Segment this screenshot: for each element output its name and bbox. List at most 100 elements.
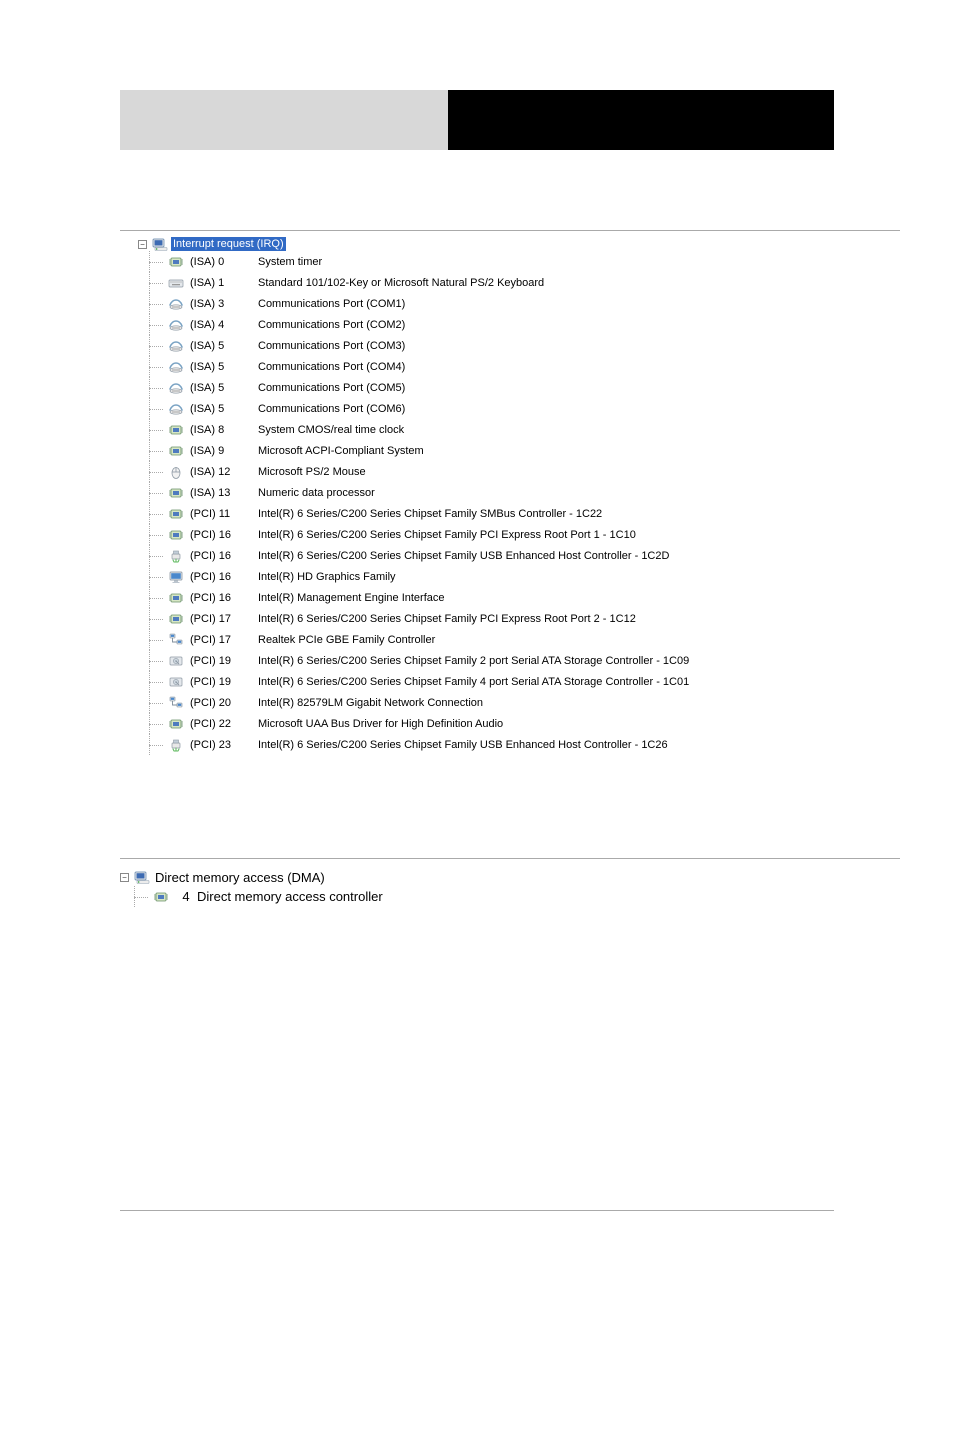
device-name: Communications Port (COM1) [258,298,405,310]
device-row[interactable]: (ISA) 1Standard 101/102-Key or Microsoft… [168,272,900,293]
irq-number: (ISA) 3 [190,298,258,310]
irq-tree-section: − Interrupt request (IRQ) (ISA) 0System … [120,230,900,755]
mouse-icon [168,464,184,480]
irq-number: (PCI) 16 [190,550,258,562]
irq-number: (PCI) 23 [190,739,258,751]
network-icon [168,632,184,648]
collapse-icon[interactable]: − [120,873,129,882]
irq-children: (ISA) 0System timer (ISA) 1Standard 101/… [168,251,900,755]
irq-number: 4 [175,889,197,904]
device-row[interactable]: (ISA) 5Communications Port (COM3) [168,335,900,356]
device-name: Standard 101/102-Key or Microsoft Natura… [258,277,544,289]
computer-icon [134,871,150,884]
chip-icon [168,254,184,270]
device-row[interactable]: (PCI) 23Intel(R) 6 Series/C200 Series Ch… [168,734,900,755]
irq-number: (ISA) 4 [190,319,258,331]
irq-number: (PCI) 19 [190,655,258,667]
irq-number: (PCI) 17 [190,613,258,625]
device-row[interactable]: (PCI) 17Intel(R) 6 Series/C200 Series Ch… [168,608,900,629]
device-row[interactable]: 4Direct memory access controller [153,886,900,907]
chip-icon [168,716,184,732]
device-row[interactable]: (ISA) 5Communications Port (COM6) [168,398,900,419]
network-icon [168,695,184,711]
device-name: System timer [258,256,322,268]
keyboard-icon [168,275,184,291]
port-icon [168,338,184,354]
device-row[interactable]: (PCI) 22Microsoft UAA Bus Driver for Hig… [168,713,900,734]
chip-icon [168,611,184,627]
device-name: Intel(R) 6 Series/C200 Series Chipset Fa… [258,550,669,562]
irq-number: (PCI) 16 [190,529,258,541]
device-row[interactable]: (ISA) 4Communications Port (COM2) [168,314,900,335]
device-row[interactable]: (PCI) 17Realtek PCIe GBE Family Controll… [168,629,900,650]
port-icon [168,359,184,375]
collapse-icon[interactable]: − [138,240,147,249]
chip-icon [168,443,184,459]
device-name: Communications Port (COM5) [258,382,405,394]
device-name: Intel(R) 6 Series/C200 Series Chipset Fa… [258,739,668,751]
device-name: Microsoft ACPI-Compliant System [258,445,424,457]
port-icon [168,296,184,312]
irq-number: (ISA) 5 [190,403,258,415]
device-name: Intel(R) 82579LM Gigabit Network Connect… [258,697,483,709]
irq-number: (ISA) 1 [190,277,258,289]
device-name: Intel(R) HD Graphics Family [258,571,396,583]
device-row[interactable]: (ISA) 9Microsoft ACPI-Compliant System [168,440,900,461]
device-name: System CMOS/real time clock [258,424,404,436]
irq-number: (ISA) 8 [190,424,258,436]
device-row[interactable]: (PCI) 16Intel(R) HD Graphics Family [168,566,900,587]
irq-root-label: Interrupt request (IRQ) [171,237,286,251]
chip-icon [168,485,184,501]
dma-root-label: Direct memory access (DMA) [153,869,327,886]
device-row[interactable]: (ISA) 12Microsoft PS/2 Mouse [168,461,900,482]
irq-number: (ISA) 12 [190,466,258,478]
storage-icon [168,674,184,690]
device-name: Microsoft PS/2 Mouse [258,466,366,478]
device-row[interactable]: (PCI) 19Intel(R) 6 Series/C200 Series Ch… [168,650,900,671]
device-row[interactable]: (ISA) 0System timer [168,251,900,272]
device-name: Communications Port (COM3) [258,340,405,352]
device-row[interactable]: (PCI) 11Intel(R) 6 Series/C200 Series Ch… [168,503,900,524]
device-name: Intel(R) Management Engine Interface [258,592,445,604]
footer-divider [120,1210,834,1211]
dma-root-node[interactable]: − Direct memory access (DMA) [120,869,900,886]
irq-number: (PCI) 11 [190,508,258,520]
header-right-block [448,90,834,150]
device-row[interactable]: (ISA) 8System CMOS/real time clock [168,419,900,440]
irq-number: (ISA) 5 [190,340,258,352]
device-row[interactable]: (ISA) 5Communications Port (COM5) [168,377,900,398]
irq-number: (PCI) 22 [190,718,258,730]
device-row[interactable]: (PCI) 16Intel(R) 6 Series/C200 Series Ch… [168,545,900,566]
device-row[interactable]: (PCI) 16Intel(R) Management Engine Inter… [168,587,900,608]
dma-tree-section: − Direct memory access (DMA) 4Direct mem… [120,858,900,907]
page-header [120,90,834,150]
device-name: Communications Port (COM6) [258,403,405,415]
irq-root-node[interactable]: − Interrupt request (IRQ) [138,237,900,251]
device-name: Numeric data processor [258,487,375,499]
device-name: Realtek PCIe GBE Family Controller [258,634,435,646]
irq-number: (ISA) 5 [190,361,258,373]
device-row[interactable]: (ISA) 3Communications Port (COM1) [168,293,900,314]
device-row[interactable]: (PCI) 16Intel(R) 6 Series/C200 Series Ch… [168,524,900,545]
dma-children: 4Direct memory access controller [153,886,900,907]
irq-number: (PCI) 19 [190,676,258,688]
device-row[interactable]: (PCI) 20Intel(R) 82579LM Gigabit Network… [168,692,900,713]
port-icon [168,401,184,417]
device-name: Intel(R) 6 Series/C200 Series Chipset Fa… [258,529,636,541]
device-name: Intel(R) 6 Series/C200 Series Chipset Fa… [258,508,602,520]
computer-icon [152,238,168,251]
irq-number: (ISA) 0 [190,256,258,268]
usb-icon [168,548,184,564]
usb-icon [168,737,184,753]
irq-number: (PCI) 20 [190,697,258,709]
port-icon [168,317,184,333]
irq-number: (PCI) 16 [190,592,258,604]
chip-icon [153,889,169,905]
chip-icon [168,590,184,606]
irq-number: (ISA) 9 [190,445,258,457]
device-row[interactable]: (ISA) 13Numeric data processor [168,482,900,503]
device-row[interactable]: (PCI) 19Intel(R) 6 Series/C200 Series Ch… [168,671,900,692]
device-row[interactable]: (ISA) 5Communications Port (COM4) [168,356,900,377]
chip-icon [168,506,184,522]
device-name: Communications Port (COM2) [258,319,405,331]
